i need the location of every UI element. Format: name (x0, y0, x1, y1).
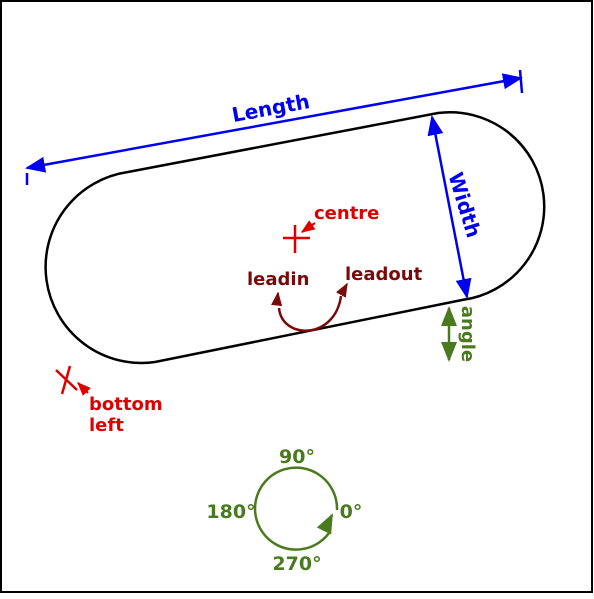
length-dimension: Length (25, 69, 524, 185)
leadin-label: leadin (247, 269, 309, 290)
angle-0-label: 0° (340, 501, 363, 523)
angle-90-label: 90° (279, 446, 315, 468)
centre-label: centre (314, 203, 379, 224)
angle-label: angle (457, 306, 478, 362)
angle-180-label: 180° (206, 501, 255, 523)
bottom-left-marker: bottom left (55, 365, 163, 436)
centre-marker: centre (283, 203, 379, 253)
angle-convention: 90° 180° 0° 270° (206, 446, 362, 575)
angle-indicator: angle (441, 306, 478, 362)
lead-indicator: leadin leadout (247, 264, 423, 332)
bottom-left-label-line2: left (89, 415, 124, 436)
angle-270-label: 270° (272, 553, 321, 575)
bottom-left-label-line1: bottom (89, 394, 163, 415)
length-label: Length (230, 89, 312, 127)
width-dimension: Width (427, 115, 486, 299)
angle-convention-circle (253, 466, 339, 551)
leadout-label: leadout (345, 264, 423, 285)
lead-arc (277, 295, 343, 332)
